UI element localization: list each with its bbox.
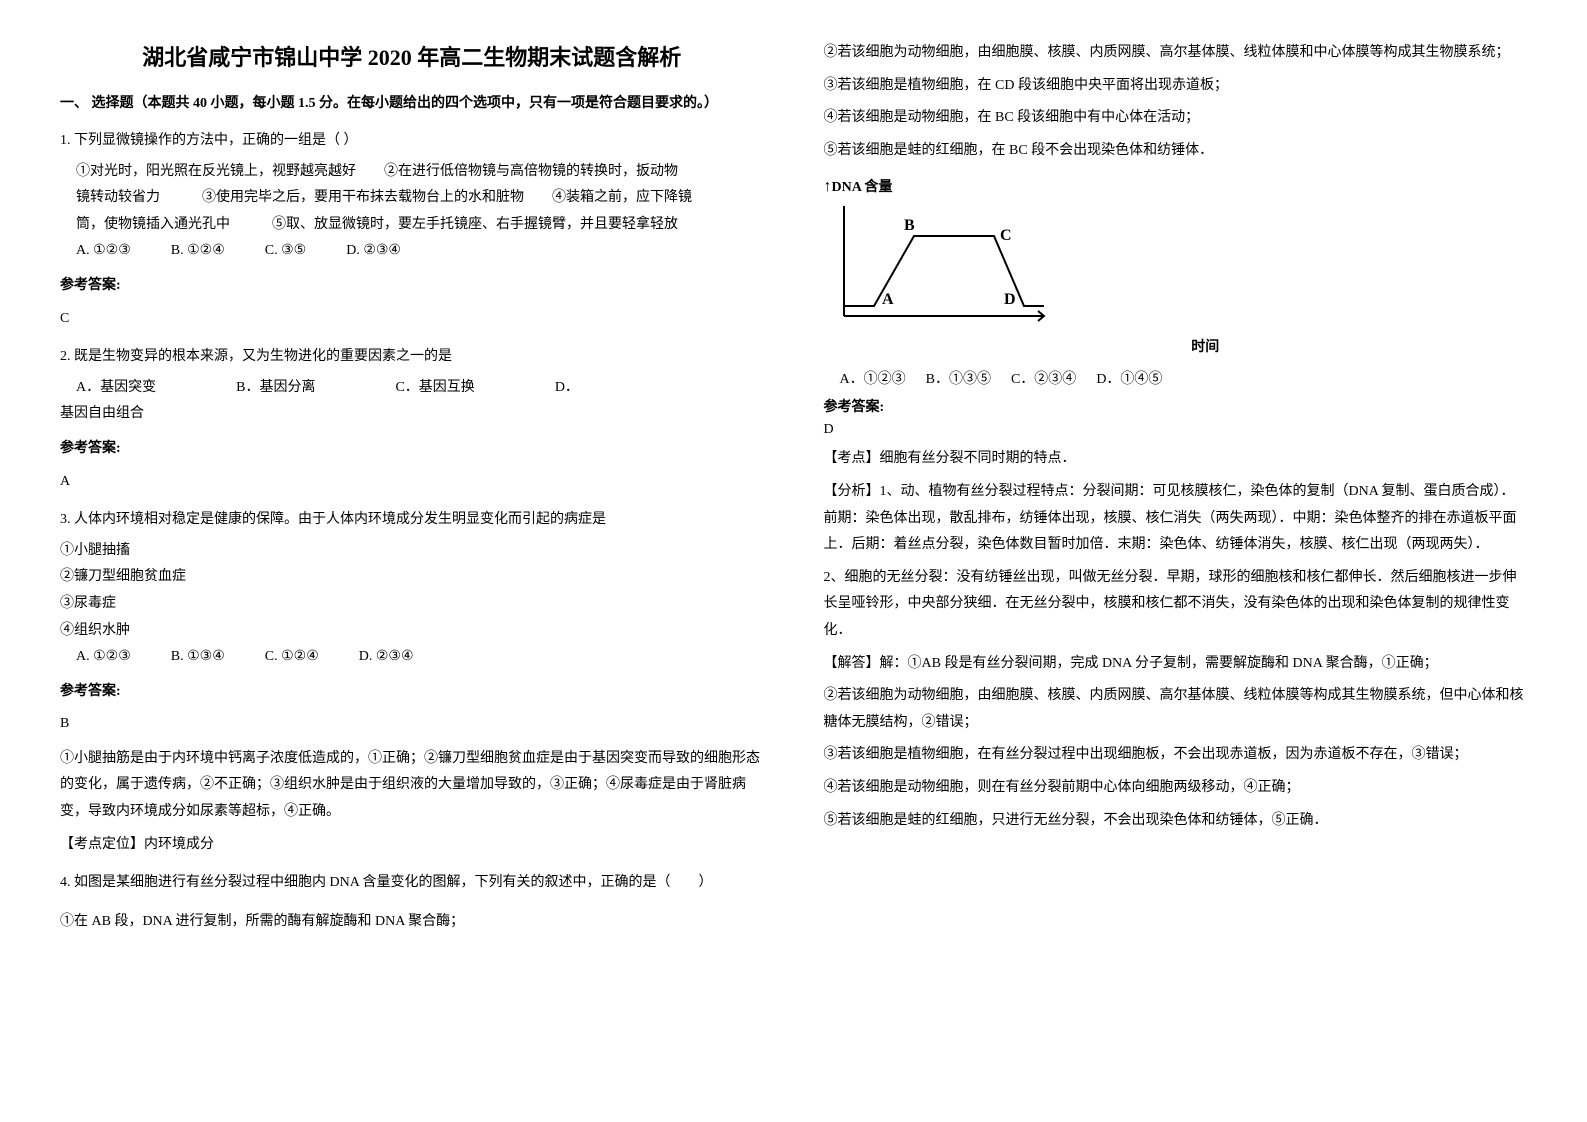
q1-answer-label: 参考答案: <box>60 273 764 300</box>
right-column: ②若该细胞为动物细胞，由细胞膜、核膜、内质网膜、高尔基体膜、线粒体膜和中心体膜等… <box>824 40 1528 947</box>
q4-sub2: ②若该细胞为动物细胞，由细胞膜、核膜、内质网膜、高尔基体膜、线粒体膜和中心体膜等… <box>824 40 1528 67</box>
q4-solve4: ④若该细胞是动物细胞，则在有丝分裂前期中心体向细胞两级移动，④正确； <box>824 775 1528 802</box>
q2-opt-c: C．基因互换 <box>395 375 474 402</box>
question-4-stem: 4. 如图是某细胞进行有丝分裂过程中细胞内 DNA 含量变化的图解，下列有关的叙… <box>60 870 764 935</box>
q4-sub5: ⑤若该细胞是蛙的红细胞，在 BC 段不会出现染色体和纺锤体． <box>824 138 1528 165</box>
chart-svg: A B C D <box>824 196 1064 336</box>
question-1: 1. 下列显微镜操作的方法中，正确的一组是（ ） ①对光时，阳光照在反光镜上，视… <box>60 128 764 332</box>
q1-opt-c: C. ③⑤ <box>265 238 306 265</box>
q4-stem: 4. 如图是某细胞进行有丝分裂过程中细胞内 DNA 含量变化的图解，下列有关的叙… <box>60 870 764 897</box>
page-title: 湖北省咸宁市锦山中学 2020 年高二生物期末试题含解析 <box>60 40 764 72</box>
question-3: 3. 人体内环境相对稳定是健康的保障。由于人体内环境成分发生明显变化而引起的病症… <box>60 507 764 858</box>
q4-sub4: ④若该细胞是动物细胞，在 BC 段该细胞中有中心体在活动； <box>824 105 1528 132</box>
chart-x-label: 时间 <box>884 336 1528 356</box>
q3-stem: 3. 人体内环境相对稳定是健康的保障。由于人体内环境成分发生明显变化而引起的病症… <box>60 507 764 534</box>
q1-answer: C <box>60 306 764 333</box>
q2-options: A．基因突变 B．基因分离 C．基因互换 D． <box>76 375 764 402</box>
q3-analysis1: ①小腿抽筋是由于内环境中钙离子浓度低造成的，①正确；②镰刀型细胞贫血症是由于基因… <box>60 746 764 826</box>
q2-answer: A <box>60 469 764 496</box>
q2-opt-d-cont: 基因自由组合 <box>60 401 764 428</box>
q3-sub2: ②镰刀型细胞贫血症 <box>60 564 764 591</box>
q2-opt-b: B．基因分离 <box>236 375 315 402</box>
q4-analysis2: 2、细胞的无丝分裂：没有纺锤丝出现，叫做无丝分裂．早期，球形的细胞核和核仁都伸长… <box>824 565 1528 645</box>
q2-stem: 2. 既是生物变异的根本来源，又为生物进化的重要因素之一的是 <box>60 344 764 371</box>
q1-stem: 1. 下列显微镜操作的方法中，正确的一组是（ ） <box>60 128 764 155</box>
chart-y-label: ↑DNA 含量 <box>824 176 1528 196</box>
q2-opt-d: D． <box>555 375 579 402</box>
q3-analysis-label: 【考点定位】内环境成分 <box>60 832 764 859</box>
q4-solve3: ③若该细胞是植物细胞，在有丝分裂过程中出现细胞板，不会出现赤道板，因为赤道板不存… <box>824 742 1528 769</box>
page-container: 湖北省咸宁市锦山中学 2020 年高二生物期末试题含解析 一、 选择题（本题共 … <box>60 40 1527 947</box>
q4-answer-label: 参考答案: <box>824 396 1528 416</box>
chart-point-a: A <box>882 291 894 308</box>
q3-options: A. ①②③ B. ①③④ C. ①②④ D. ②③④ <box>76 644 764 671</box>
q3-sub4: ④组织水肿 <box>60 618 764 645</box>
q1-opt-b: B. ①②④ <box>171 238 225 265</box>
q4-point-label: 【考点】细胞有丝分裂不同时期的特点． <box>824 446 1528 473</box>
q4-options: A．①②③ B．①③⑤ C．②③④ D．①④⑤ <box>840 368 1528 388</box>
q3-answer: B <box>60 711 764 738</box>
q3-answer-label: 参考答案: <box>60 679 764 706</box>
q2-opt-a: A．基因突变 <box>76 375 156 402</box>
q1-line3: 筒，使物镜插入通光孔中 ⑤取、放显微镜时，要左手托镜座、右手握镜臂，并且要轻拿轻… <box>76 212 764 239</box>
q2-answer-label: 参考答案: <box>60 436 764 463</box>
q4-sub3: ③若该细胞是植物细胞，在 CD 段该细胞中央平面将出现赤道板； <box>824 73 1528 100</box>
section-header: 一、 选择题（本题共 40 小题，每小题 1.5 分。在每小题给出的四个选项中，… <box>60 92 764 112</box>
q3-sub1: ①小腿抽搐 <box>60 538 764 565</box>
chart-point-b: B <box>904 217 915 234</box>
left-column: 湖北省咸宁市锦山中学 2020 年高二生物期末试题含解析 一、 选择题（本题共 … <box>60 40 764 947</box>
q4-solve5: ⑤若该细胞是蛙的红细胞，只进行无丝分裂，不会出现染色体和纺锤体，⑤正确． <box>824 808 1528 835</box>
q4-opt-d: D．①④⑤ <box>1096 368 1162 388</box>
q4-sub1: ①在 AB 段，DNA 进行复制，所需的酶有解旋酶和 DNA 聚合酶； <box>60 909 764 936</box>
q1-opt-d: D. ②③④ <box>346 238 401 265</box>
q1-opt-a: A. ①②③ <box>76 238 131 265</box>
dna-chart: ↑DNA 含量 A B C D 时间 <box>824 176 1528 356</box>
q1-options: A. ①②③ B. ①②④ C. ③⑤ D. ②③④ <box>76 238 764 265</box>
q4-solve1: 【解答】解：①AB 段是有丝分裂间期，完成 DNA 分子复制，需要解旋酶和 DN… <box>824 651 1528 678</box>
q4-opt-a: A．①②③ <box>840 368 906 388</box>
q4-analysis1: 【分析】1、动、植物有丝分裂过程特点：分裂间期：可见核膜核仁，染色体的复制（DN… <box>824 479 1528 559</box>
q4-opt-c: C．②③④ <box>1011 368 1076 388</box>
q3-opt-c: C. ①②④ <box>265 644 319 671</box>
q1-line1: ①对光时，阳光照在反光镜上，视野越亮越好 ②在进行低倍物镜与高倍物镜的转换时，扳… <box>76 159 764 186</box>
q4-answer: D <box>824 422 1528 438</box>
q4-opt-b: B．①③⑤ <box>926 368 991 388</box>
question-2: 2. 既是生物变异的根本来源，又为生物进化的重要因素之一的是 A．基因突变 B．… <box>60 344 764 495</box>
q3-opt-a: A. ①②③ <box>76 644 131 671</box>
q4-solve2: ②若该细胞为动物细胞，由细胞膜、核膜、内质网膜、高尔基体膜、线粒体膜等构成其生物… <box>824 683 1528 736</box>
q3-sub3: ③尿毒症 <box>60 591 764 618</box>
q3-opt-d: D. ②③④ <box>359 644 414 671</box>
chart-point-d: D <box>1004 291 1016 308</box>
q3-opt-b: B. ①③④ <box>171 644 225 671</box>
q1-line2: 镜转动较省力 ③使用完毕之后，要用干布抹去载物台上的水和脏物 ④装箱之前，应下降… <box>76 185 764 212</box>
chart-point-c: C <box>1000 227 1012 244</box>
